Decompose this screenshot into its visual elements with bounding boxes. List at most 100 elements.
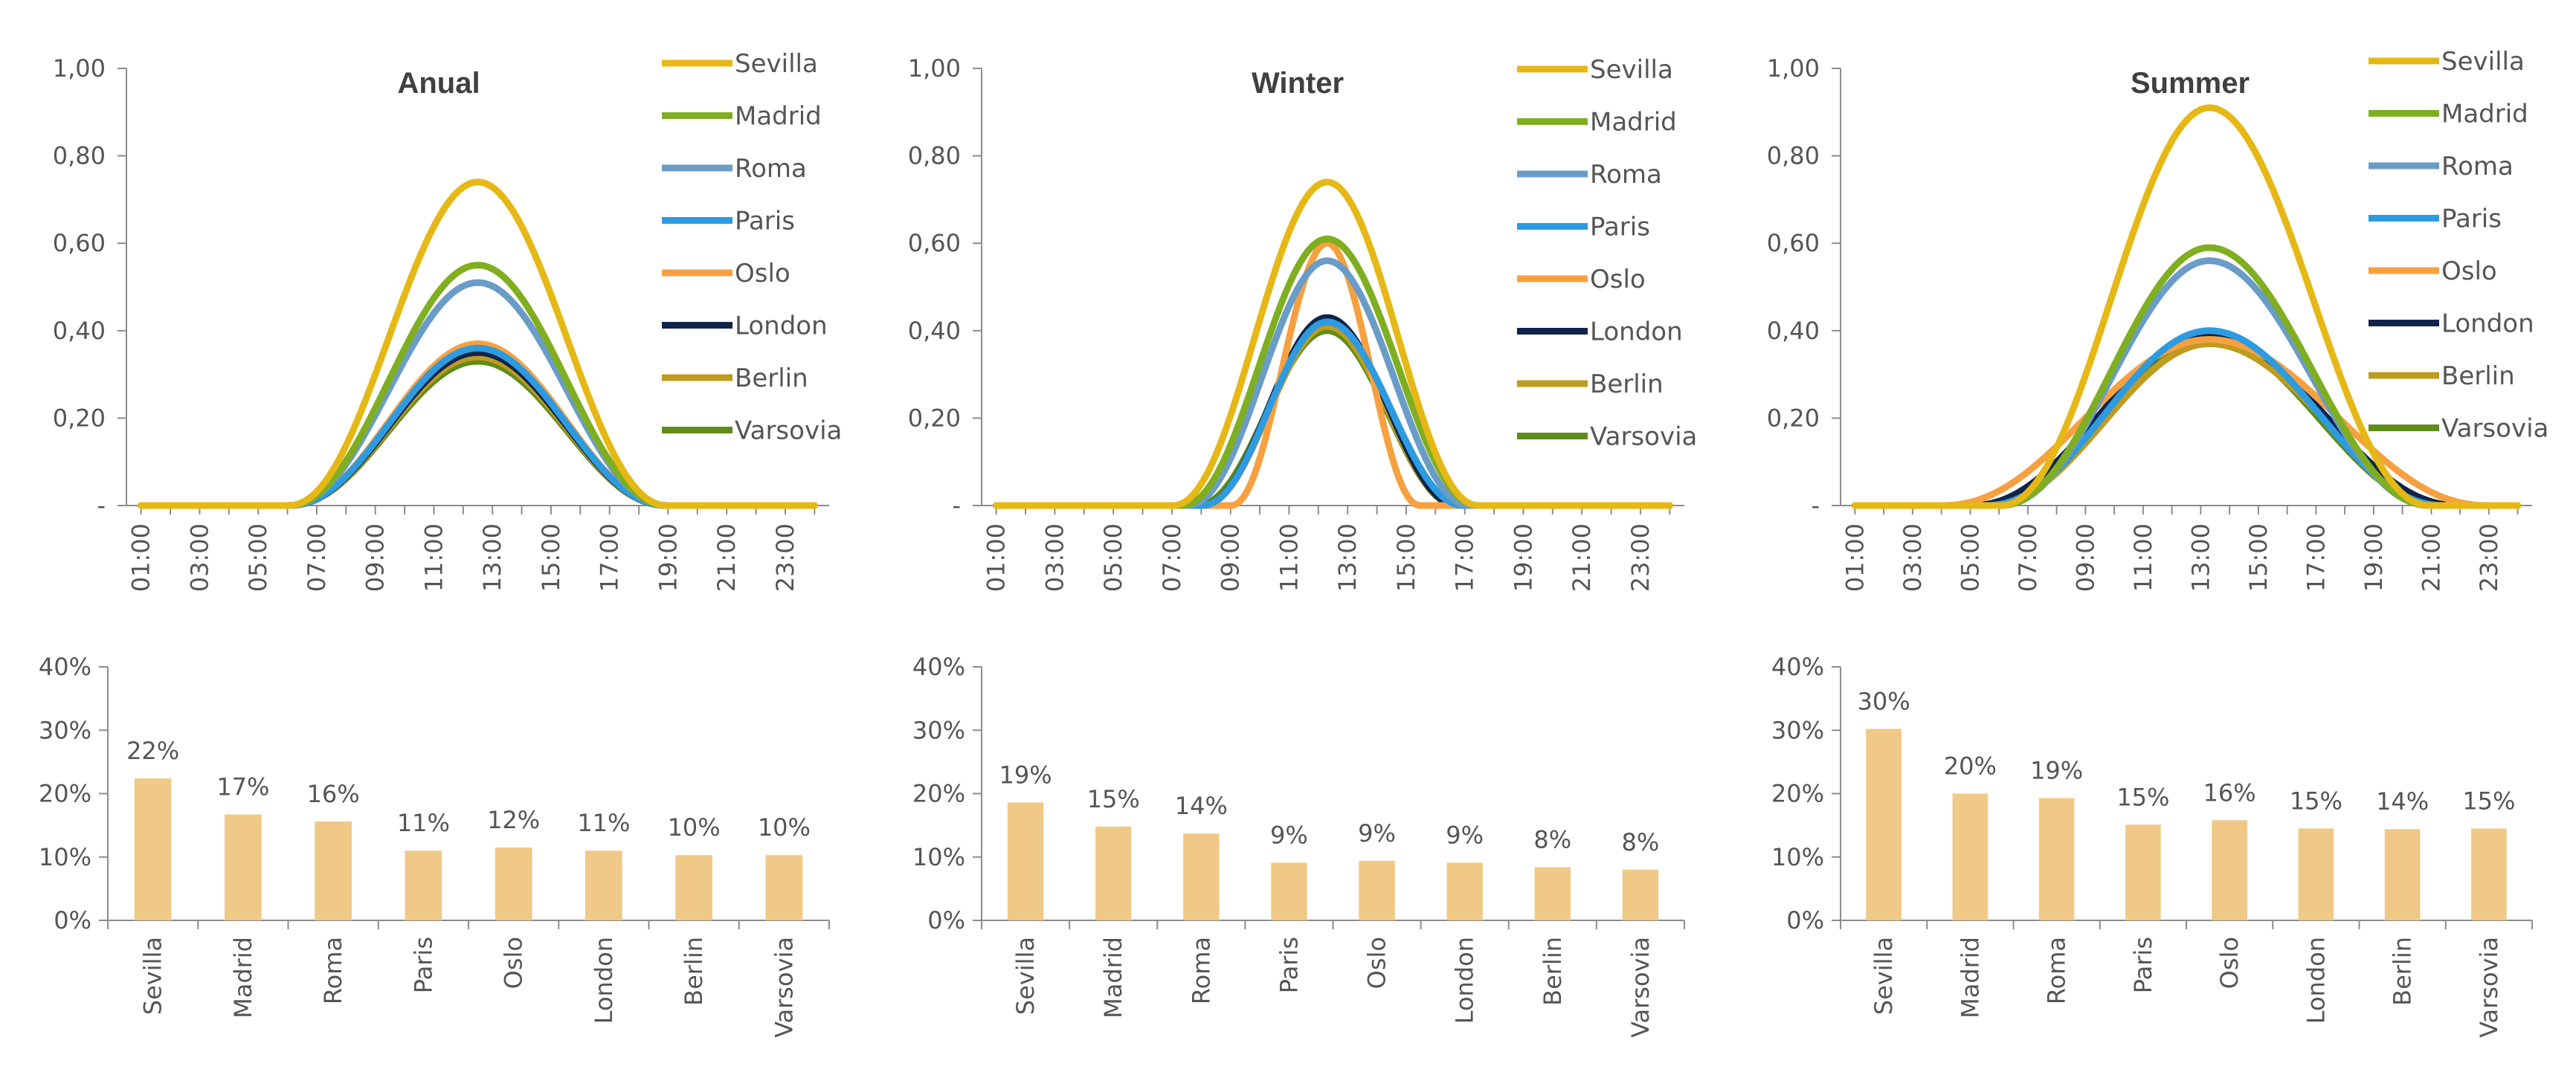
line-chart-winter: - 0,20 0,40 0,60 0,80 1,00 01:00 03:00 05:00 07:0… xyxy=(908,54,1698,592)
y-tick-label: 0,20 xyxy=(908,404,961,432)
legend-label-roma: Roma xyxy=(2441,152,2514,181)
series-line-paris xyxy=(993,318,1673,509)
y-tick-label: 10% xyxy=(39,843,91,871)
x-tick-label: 17:00 xyxy=(1451,523,1479,592)
y-tick-label: 0% xyxy=(54,906,91,934)
bar-sevilla xyxy=(1866,729,1902,920)
category-label-varsovia: Varsovia xyxy=(1626,937,1655,1038)
legend-label-berlin: Berlin xyxy=(1590,369,1664,399)
series-line-oslo xyxy=(993,239,1673,509)
x-tick-label: 01:00 xyxy=(982,523,1011,592)
category-label-berlin: Berlin xyxy=(680,937,708,1006)
category-label-varsovia: Varsovia xyxy=(2475,937,2503,1038)
y-tick-label: 0,60 xyxy=(908,229,961,257)
legend-label-madrid: Madrid xyxy=(1590,108,1677,138)
legend-label-roma: Roma xyxy=(735,154,807,184)
y-tick-label: 0,20 xyxy=(53,404,106,432)
bar-value-label-london: 11% xyxy=(577,809,630,837)
legend-label-oslo: Oslo xyxy=(735,259,790,288)
category-label-oslo: Oslo xyxy=(500,937,528,989)
bar-berlin xyxy=(2384,829,2421,920)
y-tick-label: 0,40 xyxy=(908,317,961,345)
legend-label-sevilla: Sevilla xyxy=(2441,47,2525,77)
category-label-paris: Paris xyxy=(1275,937,1303,993)
bar-value-label-oslo: 9% xyxy=(1358,819,1396,848)
y-tick-label: 0% xyxy=(1786,906,1824,934)
y-tick-label: 40% xyxy=(912,653,965,681)
y-tick-label: 20% xyxy=(1771,780,1824,808)
chart-title: Winter xyxy=(1252,67,1344,100)
bar-value-label-madrid: 15% xyxy=(1087,785,1140,813)
curves xyxy=(993,178,1673,509)
legend-label-roma: Roma xyxy=(1590,160,1662,190)
y-tick-label: - xyxy=(1811,491,1820,520)
x-tick-label: 23:00 xyxy=(771,523,799,592)
y-tick-label: 0,80 xyxy=(908,142,961,170)
series-line-london xyxy=(1851,332,2522,509)
category-label-oslo: Oslo xyxy=(1363,937,1391,989)
bar-chart-summer: 0% 10% 20% 30% 40% 30% Sevilla 20% Madrid 19% Roma… xyxy=(1771,653,2533,1038)
bar-value-label-berlin: 14% xyxy=(2376,787,2429,816)
legend-label-paris: Paris xyxy=(735,207,795,236)
x-tick-label: 01:00 xyxy=(1841,523,1869,592)
category-label-sevilla: Sevilla xyxy=(139,937,167,1015)
category-label-sevilla: Sevilla xyxy=(1011,937,1040,1015)
bar-berlin xyxy=(675,855,712,920)
series-line-roma xyxy=(138,279,818,509)
x-tick-label: 17:00 xyxy=(2302,523,2330,592)
series-line-roma xyxy=(1851,257,2522,509)
bar-value-label-paris: 15% xyxy=(2116,783,2169,811)
bar-berlin xyxy=(1534,867,1571,920)
bar-value-label-varsovia: 8% xyxy=(1622,828,1660,856)
series-line-london xyxy=(993,314,1673,509)
category-label-paris: Paris xyxy=(2129,937,2157,993)
bar-value-label-varsovia: 15% xyxy=(2462,787,2515,815)
legend-label-sevilla: Sevilla xyxy=(735,49,818,79)
legend-label-oslo: Oslo xyxy=(2441,256,2497,286)
legend: Sevilla Madrid Roma Paris Oslo London Berlin Va… xyxy=(1517,55,1697,452)
x-tick-label: 05:00 xyxy=(1099,523,1127,592)
x-tick-label: 15:00 xyxy=(1392,523,1420,592)
x-tick-label: 19:00 xyxy=(1509,523,1537,592)
y-tick-label: 0,20 xyxy=(1767,404,1820,432)
legend-label-london: London xyxy=(2441,309,2534,339)
bar-varsovia xyxy=(2471,828,2507,920)
category-label-london: London xyxy=(590,937,618,1024)
y-tick-label: - xyxy=(952,491,961,520)
bar-roma xyxy=(2038,798,2075,920)
bar-value-label-paris: 9% xyxy=(1270,821,1308,849)
bar-value-label-berlin: 8% xyxy=(1533,825,1571,853)
legend-label-berlin: Berlin xyxy=(735,364,808,393)
series-line-varsovia xyxy=(1851,336,2522,509)
category-label-berlin: Berlin xyxy=(2389,937,2417,1006)
y-tick-label: 1,00 xyxy=(1767,54,1820,83)
bar-chart-winter: 0% 10% 20% 30% 40% 19% Sevilla 15% Madrid 14% Roma… xyxy=(912,653,1685,1038)
y-tick-label: - xyxy=(97,491,106,520)
bar-value-label-london: 9% xyxy=(1446,821,1484,849)
bar-value-label-roma: 16% xyxy=(307,780,360,808)
bar-madrid xyxy=(225,814,262,920)
x-tick-label: 13:00 xyxy=(478,523,506,592)
bar-value-label-paris: 11% xyxy=(397,809,450,837)
y-tick-label: 10% xyxy=(1771,843,1824,871)
legend-label-varsovia: Varsovia xyxy=(735,416,842,446)
x-tick-label: 05:00 xyxy=(1956,523,1984,592)
category-label-paris: Paris xyxy=(409,937,437,993)
x-tick-label: 21:00 xyxy=(2417,523,2445,592)
category-label-varsovia: Varsovia xyxy=(770,937,798,1038)
bar-oslo xyxy=(1359,860,1395,920)
category-label-berlin: Berlin xyxy=(1539,937,1567,1006)
bar-madrid xyxy=(1095,826,1132,920)
x-tick-label: 13:00 xyxy=(2186,523,2215,592)
x-tick-label: 23:00 xyxy=(2475,523,2503,592)
x-tick-label: 03:00 xyxy=(1899,523,1927,592)
legend-label-madrid: Madrid xyxy=(735,102,822,132)
series-line-sevilla xyxy=(138,178,818,509)
bar-value-label-madrid: 20% xyxy=(1944,752,1997,781)
y-tick-label: 40% xyxy=(1771,653,1824,681)
x-tick-label: 03:00 xyxy=(185,523,213,592)
x-tick-label: 19:00 xyxy=(2360,523,2388,592)
legend-label-sevilla: Sevilla xyxy=(1590,55,1673,85)
bar-oslo xyxy=(495,847,532,920)
